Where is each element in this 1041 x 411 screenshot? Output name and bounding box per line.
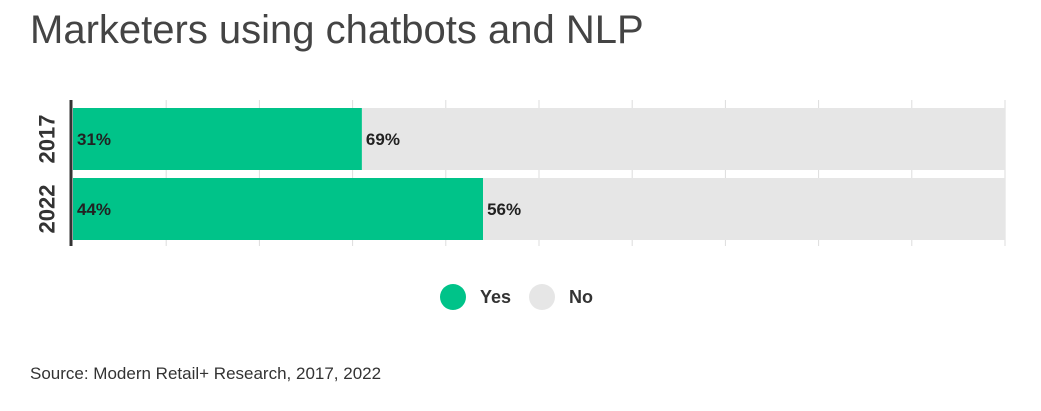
- legend-swatch-no: [529, 284, 556, 310]
- bar-no-2022: [483, 178, 1006, 240]
- legend-item-no: No: [529, 284, 593, 310]
- bar-no-2017: [361, 108, 1005, 170]
- bar-yes-2022: [73, 178, 484, 240]
- data-label-no-2017: 69%: [366, 130, 400, 149]
- source-note: Source: Modern Retail+ Research, 2017, 2…: [30, 364, 382, 383]
- legend-item-yes: Yes: [440, 284, 511, 310]
- category-label-2022: 2022: [35, 185, 60, 234]
- chart-title: Marketers using chatbots and NLP: [30, 8, 644, 52]
- chart-area: 31% 69% 2017 44% 56% 2022: [35, 100, 1006, 246]
- data-label-yes-2017: 31%: [77, 130, 111, 149]
- data-label-no-2022: 56%: [487, 200, 521, 219]
- legend-swatch-yes: [440, 284, 466, 310]
- bar-yes-2017: [73, 108, 362, 170]
- legend: Yes No: [440, 282, 611, 312]
- data-label-yes-2022: 44%: [77, 200, 111, 219]
- legend-label-no: No: [569, 286, 594, 307]
- legend-label-yes: Yes: [480, 286, 512, 307]
- category-label-2017: 2017: [35, 115, 60, 164]
